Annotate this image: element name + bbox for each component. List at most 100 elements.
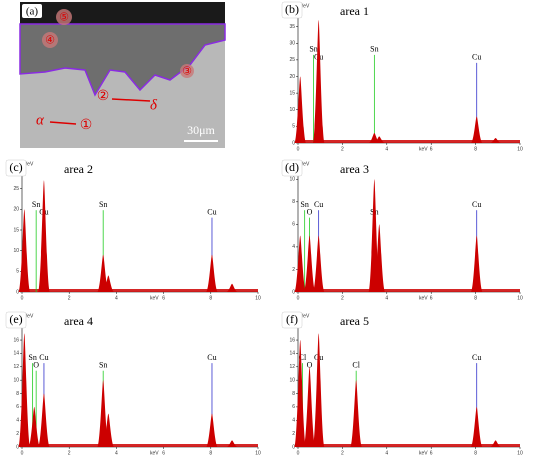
panel-label: (f): [286, 312, 298, 326]
alpha-label: α: [36, 112, 45, 128]
y-tick-label: 10: [289, 177, 295, 183]
y-tick-label: 10: [13, 248, 19, 254]
element-label: Cu: [472, 200, 481, 209]
x-tick-label: 0: [21, 450, 24, 456]
y-tick-label: 15: [289, 90, 295, 96]
peak: [303, 235, 316, 292]
element-label: Cu: [472, 53, 481, 62]
y-tick-label: 8: [292, 199, 295, 205]
x-tick-label: 6: [430, 295, 433, 301]
y-tick-label: 20: [13, 207, 19, 213]
baseline-noise: [298, 289, 520, 292]
y-tick-label: 10: [13, 377, 19, 383]
peak: [489, 440, 502, 447]
y-tick-label: 4: [292, 244, 295, 250]
y-tick-label: 4: [16, 418, 19, 424]
x-tick-label: 2: [68, 450, 71, 456]
element-label: Cl: [352, 361, 360, 370]
peak: [294, 235, 307, 292]
x-tick-label: 8: [474, 146, 477, 152]
peak: [373, 136, 386, 143]
panel-label-box: [5, 159, 27, 177]
y-tick-label: 0: [292, 140, 295, 146]
x-tick-label: 8: [474, 295, 477, 301]
element-label: Cu: [39, 353, 48, 362]
peak: [18, 333, 31, 447]
y-tick-label: 0: [16, 444, 19, 450]
y-tick-label: 12: [13, 364, 19, 370]
x-axis-label: keV: [150, 450, 159, 456]
marker: ⑤: [59, 12, 69, 24]
y-tick-label: 8: [292, 391, 295, 397]
panel-label-box: [5, 311, 27, 329]
y-tick-label: 16: [13, 337, 19, 343]
delta-label: δ: [150, 97, 158, 113]
peak: [470, 116, 483, 143]
arrow: [111, 98, 151, 102]
peak: [294, 340, 307, 447]
marker: ③: [182, 66, 192, 78]
arrow: [49, 121, 77, 125]
element-label: O: [307, 207, 313, 216]
y-tick-label: 16: [289, 337, 295, 343]
peak: [312, 333, 325, 447]
y-tick-label: 14: [289, 351, 295, 357]
element-label: O: [33, 361, 39, 370]
panel-label-box: [22, 4, 42, 18]
peak: [294, 76, 307, 143]
panel-title: area 2: [64, 162, 93, 176]
element-label: Sn: [32, 200, 40, 209]
peak: [489, 138, 502, 143]
x-tick-label: 0: [297, 295, 300, 301]
peak: [102, 413, 115, 447]
peak: [350, 380, 363, 447]
peak: [226, 283, 239, 292]
peak: [373, 224, 386, 292]
x-tick-label: 10: [517, 295, 523, 301]
x-axis-label: keV: [419, 295, 428, 301]
element-label: Sn: [370, 45, 378, 54]
peak: [205, 413, 218, 447]
marker: ②: [97, 89, 110, 104]
x-tick-label: 8: [209, 295, 212, 301]
element-label: Cu: [207, 353, 216, 362]
panel-title: area 4: [64, 314, 93, 328]
y-tick-label: 25: [13, 186, 19, 192]
x-tick-label: 4: [385, 146, 388, 152]
y-tick-label: 8: [16, 391, 19, 397]
element-label: Cu: [314, 200, 323, 209]
x-tick-label: 4: [385, 295, 388, 301]
x-tick-label: 0: [297, 450, 300, 456]
y-tick-label: 10: [289, 107, 295, 113]
peak: [18, 209, 31, 292]
panel-title: area 5: [340, 314, 369, 328]
element-label: Sn: [28, 353, 36, 362]
x-tick-label: 6: [430, 146, 433, 152]
y-tick-label: 0: [16, 289, 19, 295]
y-tick-label: 25: [289, 57, 295, 63]
y-tick-label: 30: [289, 41, 295, 47]
corrosion-layer: [20, 2, 225, 24]
element-label: O: [307, 361, 313, 370]
y-tick-label: 20: [289, 74, 295, 80]
element-label: Sn: [99, 200, 107, 209]
panel-label: (a): [26, 6, 39, 18]
marker: ④: [45, 35, 55, 47]
scale-label: 30μm: [187, 123, 215, 137]
panel-label: (c): [9, 160, 22, 174]
peak: [102, 275, 115, 292]
peak: [97, 254, 110, 292]
x-axis-label: keV: [150, 295, 159, 301]
marker-circle: [42, 32, 58, 48]
panel-label: (e): [9, 312, 22, 326]
panel-label: (b): [285, 2, 299, 16]
x-tick-label: 2: [341, 450, 344, 456]
peak: [37, 393, 50, 447]
x-tick-label: 10: [255, 450, 261, 456]
peak: [470, 406, 483, 447]
x-tick-label: 10: [517, 450, 523, 456]
peak: [28, 406, 41, 447]
element-label: Sn: [300, 200, 308, 209]
y-tick-label: 35: [289, 24, 295, 30]
y-tick-label: 6: [16, 404, 19, 410]
